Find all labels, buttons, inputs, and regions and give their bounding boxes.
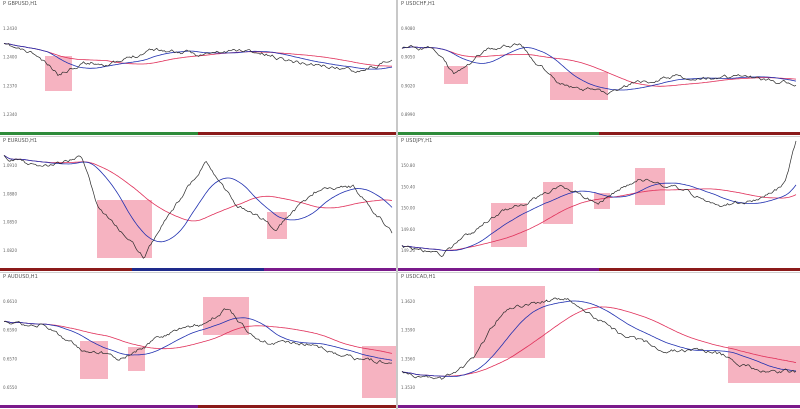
- chart-panel-6[interactable]: 1.3620 1.3590 1.3560 1.3530 P USDCAD,H1: [398, 273, 800, 409]
- price-line: [401, 297, 797, 380]
- highlight-zone: [362, 346, 396, 398]
- session-bar: [264, 268, 396, 271]
- chart-canvas-6: 1.3620 1.3590 1.3560 1.3530: [398, 286, 800, 408]
- chart-title-5: P AUDUSD,H1: [3, 274, 38, 280]
- price-scale-label: 1.3590: [401, 328, 415, 333]
- price-scale-label: 150.00: [401, 206, 415, 211]
- chart-panel-1[interactable]: 1.2430 1.2400 1.2370 1.2340 P GBPUSD,H1: [0, 0, 396, 136]
- chart-panel-4[interactable]: 150.80 150.40 150.00 149.60 149.20 P USDJPY,…: [398, 137, 800, 272]
- chart-title-3: P EURUSD,H1: [3, 138, 38, 144]
- fast-ma-line: [3, 317, 393, 361]
- chart-panel-5[interactable]: 0.6610 0.6590 0.6570 0.6550 P AUDUSD,H1: [0, 273, 396, 409]
- price-scale-label: 1.3530: [401, 385, 415, 390]
- slow-ma-line: [401, 46, 797, 87]
- price-scale-label: 1.2430: [3, 26, 17, 31]
- highlight-zone: [45, 56, 72, 91]
- highlight-zone: [267, 212, 287, 239]
- session-bar: [0, 405, 198, 408]
- session-bar: [599, 132, 800, 135]
- price-scale-label: 0.8990: [401, 112, 415, 117]
- slow-ma-line: [3, 320, 393, 354]
- price-scale-label: 1.2340: [3, 112, 17, 117]
- slow-ma-line: [3, 155, 393, 222]
- fast-ma-line: [401, 46, 797, 91]
- price-scale-label: 1.0850: [3, 220, 17, 225]
- highlight-zone: [594, 193, 610, 209]
- fast-ma-line: [3, 43, 393, 70]
- price-scale-label: 1.2370: [3, 83, 17, 88]
- session-bar: [0, 132, 198, 135]
- fast-ma-line: [401, 182, 797, 251]
- highlight-zone: [97, 200, 152, 258]
- chart-canvas-5: 0.6610 0.6590 0.6570 0.6550: [0, 297, 396, 408]
- price-line: [3, 155, 393, 259]
- price-line: [401, 43, 797, 95]
- chart-panel-2[interactable]: 0.9080 0.9050 0.9020 0.8990 P USDCHF,H1: [398, 0, 800, 136]
- panel-divider-bottom: [0, 272, 800, 273]
- chart-canvas-2: 0.9080 0.9050 0.9020 0.8990: [398, 26, 800, 135]
- highlight-zone: [203, 297, 249, 335]
- price-scale-label: 0.9020: [401, 83, 415, 88]
- highlight-zone: [491, 203, 527, 247]
- price-scale-label: 0.6550: [3, 385, 17, 390]
- session-bar: [599, 268, 800, 271]
- price-line: [3, 43, 393, 77]
- price-scale-label: 1.3560: [401, 356, 415, 361]
- price-scale-label: 150.40: [401, 184, 415, 189]
- price-scale-label: 0.6610: [3, 299, 17, 304]
- price-scale-label: 0.9080: [401, 26, 415, 31]
- price-scale-label: 0.6590: [3, 328, 17, 333]
- price-scale-label: 1.0820: [3, 248, 17, 253]
- chart-canvas-3: 1.0910 1.0880 1.0850 1.0820: [0, 155, 396, 271]
- price-scale-label: 149.60: [401, 227, 415, 232]
- highlight-zone: [728, 346, 800, 383]
- price-scale-label: 1.2400: [3, 55, 17, 60]
- highlight-zone: [444, 66, 468, 84]
- chart-title-4: P USDJPY,H1: [401, 138, 433, 144]
- price-scale-label: 0.9050: [401, 55, 415, 60]
- fast-ma-line: [401, 300, 797, 377]
- chart-title-1: P GBPUSD,H1: [3, 1, 38, 7]
- price-line: [401, 140, 797, 258]
- chart-title-2: P USDCHF,H1: [401, 1, 435, 7]
- session-bar: [398, 405, 800, 408]
- session-bar: [198, 405, 396, 408]
- session-bar: [0, 268, 132, 271]
- session-bar: [398, 132, 599, 135]
- price-line: [3, 308, 393, 365]
- price-scale-label: 1.0880: [3, 191, 17, 196]
- panel-divider-vertical[interactable]: [396, 0, 398, 409]
- price-scale-label: 0.6570: [3, 356, 17, 361]
- session-bar: [198, 132, 396, 135]
- highlight-zone: [474, 286, 545, 358]
- price-scale-label: 149.20: [401, 248, 415, 253]
- highlight-zone: [543, 182, 573, 224]
- session-bar: [132, 268, 264, 271]
- chart-panel-3[interactable]: 1.0910 1.0880 1.0850 1.0820 P EURUSD,H1: [0, 137, 396, 272]
- price-scale-label: 1.3620: [401, 299, 415, 304]
- panel-divider-top: [0, 136, 800, 137]
- fast-ma-line: [3, 155, 393, 243]
- price-scale-label: 150.80: [401, 163, 415, 168]
- price-scale-label: 1.0910: [3, 163, 17, 168]
- chart-canvas-4: 150.80 150.40 150.00 149.60 149.20: [398, 140, 800, 271]
- chart-title-6: P USDCAD,H1: [401, 274, 436, 280]
- chart-canvas-1: 1.2430 1.2400 1.2370 1.2340: [0, 26, 396, 135]
- session-bar: [398, 268, 599, 271]
- highlight-zone: [80, 341, 108, 379]
- highlight-zone: [550, 72, 608, 100]
